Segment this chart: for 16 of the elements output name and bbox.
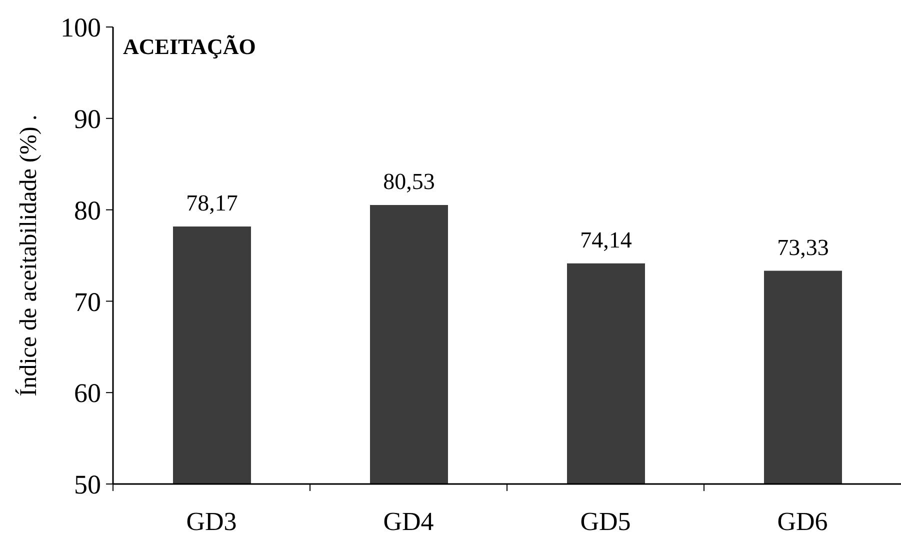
data-label: 80,53 [383, 168, 435, 194]
y-tick-label: 80 [74, 195, 101, 226]
x-tick-label: GD5 [580, 507, 631, 534]
chart-title: ACEITAÇÃO [123, 34, 256, 59]
y-tick-label: 100 [60, 12, 101, 43]
y-tick-label: 60 [74, 378, 101, 408]
x-tick-label: GD3 [186, 507, 237, 534]
data-label: 74,14 [580, 227, 632, 252]
data-label: 73,33 [777, 234, 829, 260]
y-tick-label: 90 [74, 104, 101, 134]
x-tick-label: GD4 [383, 507, 434, 534]
y-tick-label: 70 [74, 286, 101, 317]
y-axis-title: Índice de aceitabilidade (%) . [15, 114, 42, 396]
data-label: 78,17 [186, 190, 238, 216]
y-tick-label: 50 [74, 470, 101, 500]
x-tick-label: GD6 [777, 507, 828, 534]
